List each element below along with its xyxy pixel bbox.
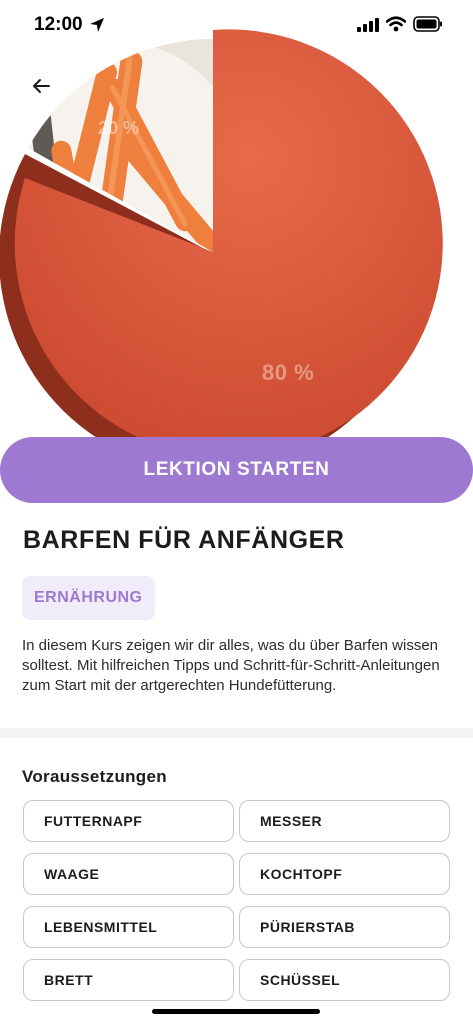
category-tag: ERNÄHRUNG (22, 576, 155, 620)
section-divider (0, 728, 473, 738)
location-arrow-icon (90, 18, 104, 32)
cellular-signal-icon (357, 18, 379, 32)
pie-label: 80 % (262, 360, 315, 385)
requirement-item-puerierstab[interactable]: PÜRIERSTAB (239, 906, 450, 948)
back-arrow-icon[interactable] (26, 72, 58, 100)
requirement-item-messer[interactable]: MESSER (239, 800, 450, 842)
requirement-item-lebensmittel[interactable]: LEBENSMITTEL (23, 906, 234, 948)
wifi-icon (386, 16, 406, 32)
requirement-item-futternapf[interactable]: FUTTERNAPF (23, 800, 234, 842)
requirement-item-waage[interactable]: WAAGE (23, 853, 234, 895)
battery-icon (413, 16, 442, 32)
course-hero-image: 20 % 80 % (0, 0, 473, 470)
home-indicator[interactable] (152, 1009, 320, 1014)
requirement-item-schuessel[interactable]: SCHÜSSEL (239, 959, 450, 1001)
course-description: In diesem Kurs zeigen wir dir alles, was… (22, 637, 440, 694)
status-bar: 12:00 (0, 0, 473, 52)
requirements-grid: FUTTERNAPF MESSER WAAGE KOCHTOPF LEBENSM… (23, 800, 450, 1001)
course-title: BARFEN FÜR ANFÄNGER (23, 526, 345, 554)
status-time: 12:00 (34, 14, 83, 35)
requirement-item-brett[interactable]: BRETT (23, 959, 234, 1001)
requirement-item-kochtopf[interactable]: KOCHTOPF (239, 853, 450, 895)
pie-label-small: 20 % (98, 118, 140, 138)
start-lesson-button[interactable]: LEKTION STARTEN (0, 437, 473, 503)
pie-graphic (0, 29, 443, 470)
requirements-heading: Voraussetzungen (22, 767, 167, 786)
